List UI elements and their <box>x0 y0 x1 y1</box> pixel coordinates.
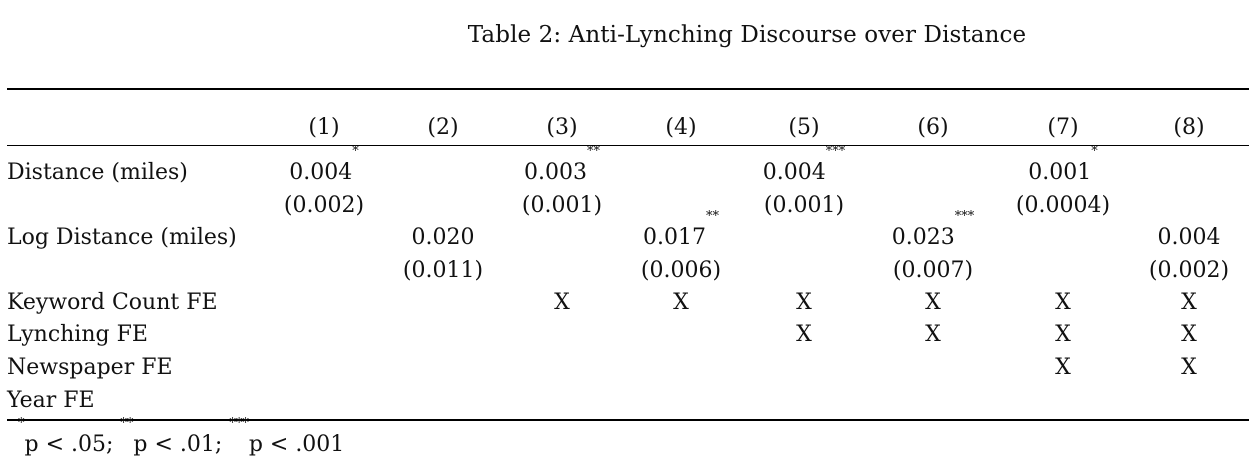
keyword-fe-mark-col5: X <box>796 290 812 315</box>
significance-note: *p < .05; **p < .01; ***p < .001 <box>18 416 345 457</box>
significance-stars: ** <box>586 144 600 159</box>
top-rule <box>7 88 1249 90</box>
significance-stars: ** <box>705 209 719 224</box>
row-label-year-fe: Year FE <box>7 388 95 413</box>
keyword-fe-mark-col8: X <box>1181 290 1197 315</box>
column-header-6: (6) <box>917 115 949 140</box>
significance-stars: * <box>352 144 359 159</box>
log-distance-se-col8: (0.002) <box>1148 258 1230 283</box>
log-distance-coef-col8: 0.004 <box>1157 225 1221 250</box>
column-header-5: (5) <box>788 115 820 140</box>
distance-se-col3: (0.001) <box>521 193 603 218</box>
log-distance-coef-col6: 0.023*** <box>891 209 975 250</box>
row-label-log-distance: Log Distance (miles) <box>7 225 237 250</box>
log-distance-se-col6: (0.007) <box>892 258 974 283</box>
table-caption: Table 2: Anti-Lynching Discourse over Di… <box>467 22 1027 48</box>
log-distance-se-col2: (0.011) <box>402 258 484 283</box>
row-label-keyword-count-fe: Keyword Count FE <box>7 290 218 315</box>
column-header-2: (2) <box>427 115 459 140</box>
distance-coef-col7: 0.001* <box>1028 144 1098 185</box>
column-header-8: (8) <box>1173 115 1205 140</box>
header-rule <box>7 145 1249 146</box>
lynching-fe-mark-col7: X <box>1055 322 1071 347</box>
newspaper-fe-mark-col8: X <box>1181 355 1197 380</box>
column-header-7: (7) <box>1047 115 1079 140</box>
significance-stars: * <box>1091 144 1098 159</box>
significance-stars: *** <box>954 209 975 224</box>
newspaper-fe-mark-col7: X <box>1055 355 1071 380</box>
keyword-fe-mark-col7: X <box>1055 290 1071 315</box>
lynching-fe-mark-col6: X <box>925 322 941 347</box>
distance-se-col5: (0.001) <box>763 193 845 218</box>
column-header-4: (4) <box>665 115 697 140</box>
lynching-fe-mark-col8: X <box>1181 322 1197 347</box>
distance-coef-col1: 0.004* <box>289 144 359 185</box>
distance-se-col1: (0.002) <box>283 193 365 218</box>
keyword-fe-mark-col6: X <box>925 290 941 315</box>
column-header-1: (1) <box>308 115 340 140</box>
distance-se-col7: (0.0004) <box>1015 193 1111 218</box>
lynching-fe-mark-col5: X <box>796 322 812 347</box>
keyword-fe-mark-col4: X <box>673 290 689 315</box>
row-label-lynching-fe: Lynching FE <box>7 322 148 347</box>
bottom-rule <box>7 419 1249 421</box>
row-label-distance: Distance (miles) <box>7 160 188 185</box>
distance-coef-col3: 0.003** <box>524 144 600 185</box>
row-label-newspaper-fe: Newspaper FE <box>7 355 173 380</box>
distance-coef-col5: 0.004*** <box>762 144 846 185</box>
log-distance-se-col4: (0.006) <box>640 258 722 283</box>
column-header-3: (3) <box>546 115 578 140</box>
log-distance-coef-col2: 0.020 <box>411 225 475 250</box>
log-distance-coef-col4: 0.017** <box>643 209 719 250</box>
keyword-fe-mark-col3: X <box>554 290 570 315</box>
significance-stars: *** <box>825 144 846 159</box>
